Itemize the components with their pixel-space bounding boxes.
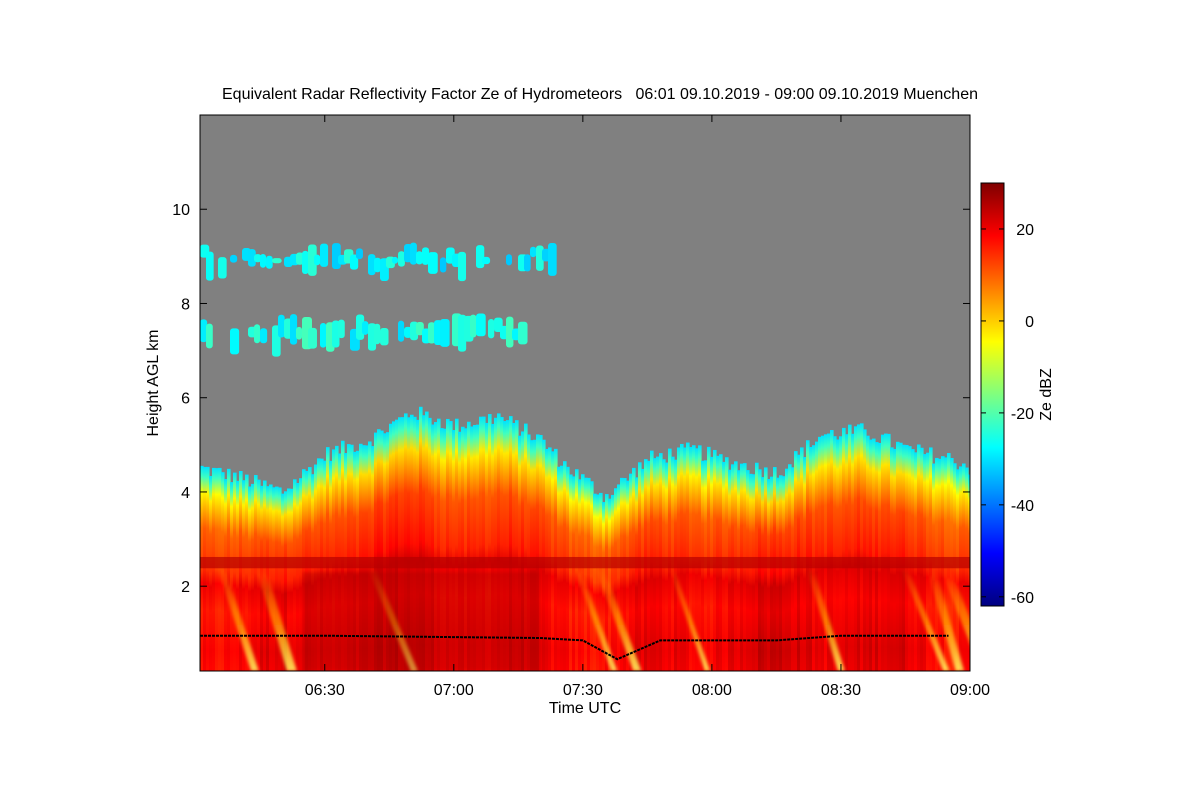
y-tick-label: 4 xyxy=(181,485,190,502)
colorbar-tick-label: -40 xyxy=(1011,498,1034,515)
colorbar-tick-label: 20 xyxy=(1016,222,1034,239)
colorbar-label: Ze dBZ xyxy=(1038,368,1055,421)
colorbar-tick-label: -60 xyxy=(1011,590,1034,607)
colorbar-tick-label: -20 xyxy=(1011,406,1034,423)
cloud-base-line xyxy=(200,634,949,661)
y-tick-label: 8 xyxy=(181,296,190,313)
main-cloud-layer xyxy=(200,406,970,671)
upper-cloud-patches xyxy=(200,242,557,357)
bright-band xyxy=(200,556,970,569)
y-tick-label: 10 xyxy=(172,202,190,219)
y-axis-label: Height AGL km xyxy=(145,329,162,436)
x-tick-label: 08:00 xyxy=(692,682,732,699)
x-tick-label: 06:30 xyxy=(305,682,345,699)
x-tick-label: 09:00 xyxy=(950,682,990,699)
x-axis-label: Time UTC xyxy=(549,700,621,717)
y-tick-label: 2 xyxy=(181,579,190,596)
x-tick-label: 08:30 xyxy=(821,682,861,699)
plot-frame xyxy=(199,114,971,672)
x-tick-label: 07:30 xyxy=(563,682,603,699)
colorbar xyxy=(980,182,1005,607)
colorbar-tick-label: 0 xyxy=(1025,314,1034,331)
chart-title: Equivalent Radar Reflectivity Factor Ze … xyxy=(222,86,978,103)
x-tick-label: 07:00 xyxy=(434,682,474,699)
y-tick-label: 6 xyxy=(181,391,190,408)
